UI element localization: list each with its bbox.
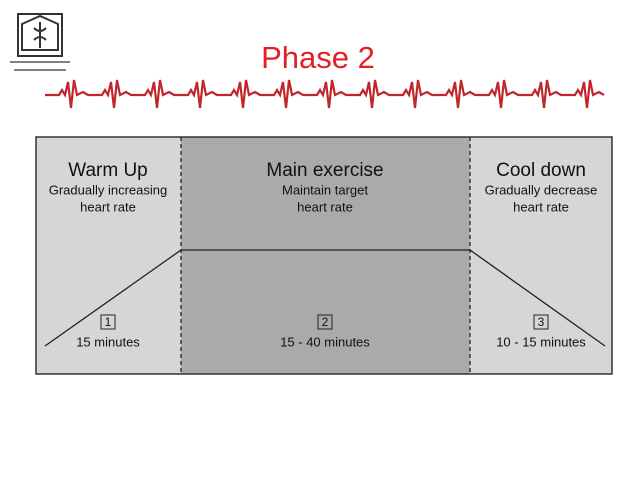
ecg-line [45,79,605,109]
phase-number: 1 [105,315,112,329]
number-box [100,314,116,330]
phase-description: Maintain target [282,182,368,197]
logo [10,13,70,71]
phase-description: heart rate [80,199,136,214]
phase-description: Gradually increasing [49,182,168,197]
phase-duration: 15 - 40 minutes [280,334,370,349]
number-box [317,314,333,330]
phase-duration: 10 - 15 minutes [496,334,586,349]
phase-name: Cool down [496,160,586,181]
phase-description: heart rate [513,199,569,214]
phase-name: Warm Up [68,160,148,181]
panel [181,137,470,374]
frame [35,136,613,375]
heart-rate-curve [44,249,606,347]
phase-number: 2 [322,315,329,329]
phase-name: Main exercise [266,160,383,181]
phase-number: 3 [538,315,545,329]
phase-description: heart rate [297,199,353,214]
number-box [533,314,549,330]
slide-title: Phase 2 [261,40,375,75]
phase-description: Gradually decrease [485,182,598,197]
phase-duration: 15 minutes [76,334,140,349]
